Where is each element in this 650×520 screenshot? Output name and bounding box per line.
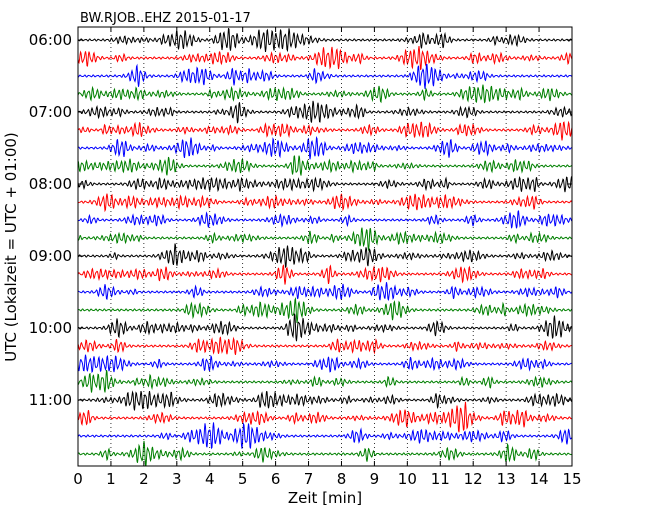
y-axis-label: UTC (Lokalzeit = UTC + 01:00)	[2, 132, 20, 362]
seismic-trace	[77, 243, 573, 269]
seismic-trace	[77, 175, 573, 193]
seismic-trace	[77, 390, 573, 411]
seismic-trace	[77, 84, 572, 104]
seismic-trace	[77, 296, 573, 324]
seismic-trace	[77, 136, 573, 160]
x-tick-label: 0	[73, 470, 83, 488]
seismic-trace	[77, 193, 573, 213]
trace-group	[77, 27, 573, 467]
x-axis-ticks: 0 1 2 3 4 5 6 7 8 9 10 11 12 13 14 15	[73, 27, 582, 488]
x-tick-label: 2	[139, 470, 149, 488]
seismic-trace	[77, 369, 573, 393]
seismic-trace	[77, 45, 573, 71]
x-tick-label: 8	[337, 470, 347, 488]
seismic-trace	[77, 27, 573, 53]
seismic-trace	[77, 227, 573, 251]
x-tick-label: 15	[562, 470, 581, 488]
y-tick-label: 11:00	[29, 391, 72, 409]
seismic-trace	[77, 313, 573, 342]
x-tick-label: 13	[497, 470, 516, 488]
seismic-trace	[77, 264, 573, 285]
y-tick-label: 08:00	[29, 175, 72, 193]
chart-title: BW.RJOB..EHZ 2015-01-17	[80, 11, 251, 26]
x-tick-label: 9	[370, 470, 380, 488]
x-tick-label: 7	[304, 470, 314, 488]
x-tick-label: 3	[172, 470, 182, 488]
seismic-trace	[77, 120, 573, 141]
y-tick-label: 07:00	[29, 103, 72, 121]
y-tick-label: 09:00	[29, 247, 72, 265]
x-tick-label: 4	[205, 470, 215, 488]
seismic-trace	[77, 63, 573, 89]
seismic-trace	[77, 440, 573, 467]
y-tick-label: 10:00	[29, 319, 72, 337]
seismic-trace	[77, 336, 573, 355]
seismic-trace	[77, 100, 573, 124]
x-tick-label: 14	[530, 470, 549, 488]
y-axis-ticks: 06:00 07:00 08:00 09:00 10:00 11:00	[29, 31, 572, 409]
seismic-trace	[77, 422, 573, 450]
seismic-trace	[77, 354, 573, 374]
seismic-trace	[77, 401, 573, 433]
x-tick-label: 10	[398, 470, 417, 488]
plot-frame	[77, 26, 573, 467]
x-tick-label: 5	[238, 470, 248, 488]
x-tick-label: 1	[106, 470, 116, 488]
x-axis-label: Zeit [min]	[288, 489, 362, 507]
y-tick-label: 06:00	[29, 31, 72, 49]
seismic-trace	[77, 155, 573, 176]
x-tick-label: 12	[464, 470, 483, 488]
x-tick-label: 11	[431, 470, 450, 488]
seismic-trace	[77, 282, 573, 301]
seismic-trace	[77, 210, 573, 229]
x-tick-label: 6	[271, 470, 281, 488]
